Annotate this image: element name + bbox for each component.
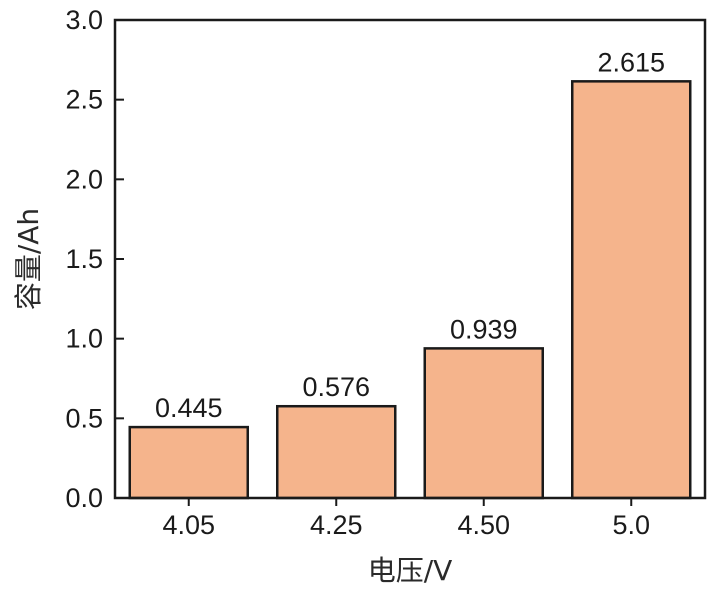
- plot-frame: [113, 18, 707, 500]
- bar-4.50: [423, 347, 544, 500]
- bars-group: [128, 80, 692, 500]
- x-tick-label: 4.25: [310, 510, 363, 540]
- bar-labels-group: 0.445 0.576 0.939 2.615: [155, 47, 665, 423]
- y-axis-title: 容量/Ah: [12, 208, 45, 310]
- bar-value-label: 0.939: [450, 314, 518, 344]
- y-tick-label: 1.0: [65, 324, 103, 354]
- bar-value-label: 2.615: [597, 47, 665, 77]
- bar-value-label: 0.576: [302, 372, 370, 402]
- y-tick-label: 2.5: [65, 85, 103, 115]
- x-tick-label: 4.50: [457, 510, 510, 540]
- bar-4.25: [276, 404, 397, 500]
- bar-4.05: [128, 425, 249, 500]
- x-ticks-group: 4.05 4.25 4.50 5.0: [162, 498, 650, 540]
- y-tick-label: 0.5: [65, 403, 103, 433]
- y-tick-label: 3.0: [65, 5, 103, 35]
- y-tick-label: 2.0: [65, 164, 103, 194]
- x-axis-title: 电压/V: [368, 554, 453, 587]
- bar-5.0: [571, 80, 692, 500]
- bar-value-label: 0.445: [155, 393, 223, 423]
- y-ticks-group: 0.0 0.5 1.0 1.5 2.0 2.5 3.0: [65, 5, 124, 513]
- y-tick-label: 0.0: [65, 483, 103, 513]
- x-tick-label: 4.05: [162, 510, 215, 540]
- y-tick-label: 1.5: [65, 244, 103, 274]
- x-tick-label: 5.0: [612, 510, 650, 540]
